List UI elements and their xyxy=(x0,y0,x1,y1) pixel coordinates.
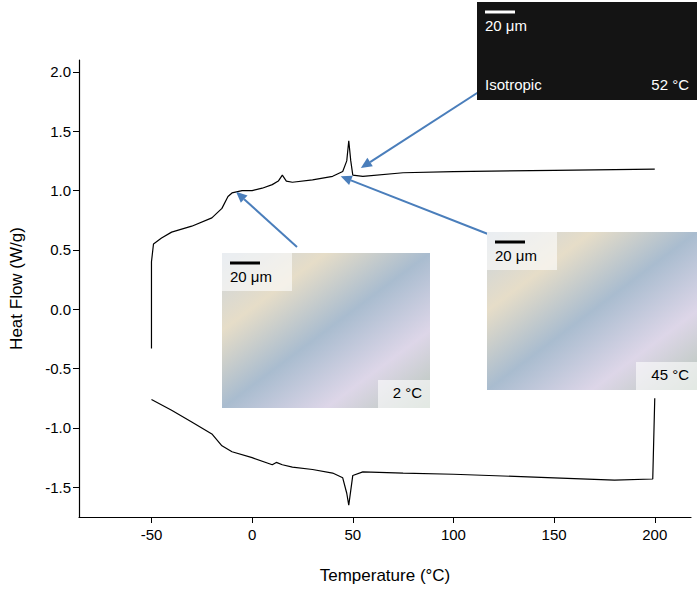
svg-text:0.5: 0.5 xyxy=(50,241,71,258)
svg-text:52 °C: 52 °C xyxy=(651,76,689,93)
svg-text:200: 200 xyxy=(642,526,667,543)
svg-text:1.0: 1.0 xyxy=(50,182,71,199)
svg-text:20 μm: 20 μm xyxy=(230,268,272,285)
svg-text:2 °C: 2 °C xyxy=(393,384,423,401)
svg-text:20 μm: 20 μm xyxy=(495,247,537,264)
svg-text:50: 50 xyxy=(344,526,361,543)
svg-text:20 μm: 20 μm xyxy=(485,17,527,34)
svg-text:45 °C: 45 °C xyxy=(651,366,689,383)
svg-text:100: 100 xyxy=(441,526,466,543)
svg-text:Temperature (°C): Temperature (°C) xyxy=(320,566,451,585)
svg-text:-1.5: -1.5 xyxy=(45,479,71,496)
svg-text:150: 150 xyxy=(542,526,567,543)
svg-text:1.5: 1.5 xyxy=(50,123,71,140)
svg-text:-50: -50 xyxy=(141,526,163,543)
svg-text:-1.0: -1.0 xyxy=(45,419,71,436)
svg-text:0: 0 xyxy=(248,526,256,543)
svg-text:Heat Flow (W/g): Heat Flow (W/g) xyxy=(7,227,26,350)
svg-text:-0.5: -0.5 xyxy=(45,360,71,377)
svg-text:0.0: 0.0 xyxy=(50,301,71,318)
svg-text:2.0: 2.0 xyxy=(50,63,71,80)
svg-text:Isotropic: Isotropic xyxy=(485,76,542,93)
